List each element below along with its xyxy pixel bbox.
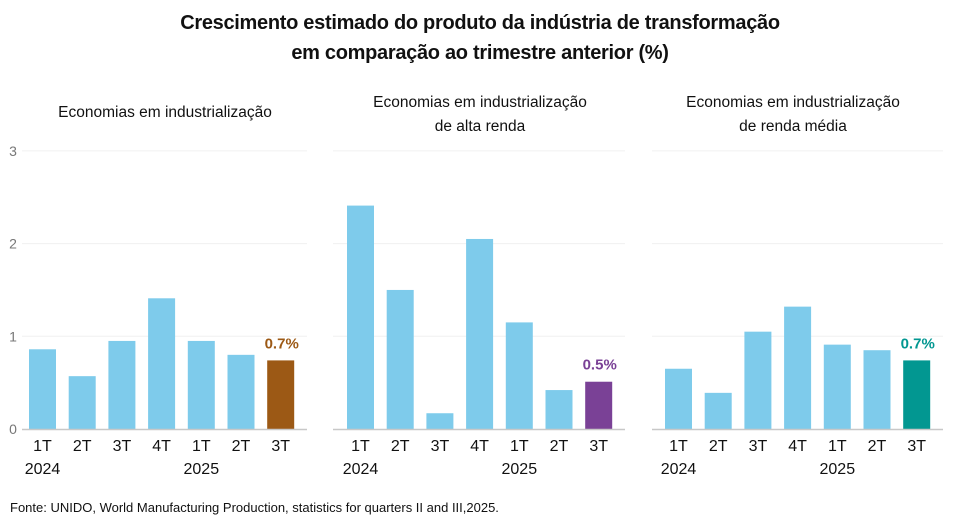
panel-3-subtitle-line-1: Economias em industrialização: [686, 94, 900, 111]
y-tick-label: 0: [9, 421, 17, 437]
panel-2-subtitle-line-1: Economias em industrialização: [373, 94, 587, 111]
x-year-label: 2024: [25, 461, 61, 478]
y-tick-label: 1: [9, 328, 17, 344]
x-tick-label: 4T: [470, 438, 489, 455]
x-year-label: 2025: [184, 461, 220, 478]
bar: [148, 298, 176, 429]
x-tick-label: 2T: [868, 438, 887, 455]
bar: [823, 344, 851, 429]
data-label: 0.7%: [901, 335, 935, 352]
x-tick-label: 3T: [431, 438, 450, 455]
bar-highlight: [585, 381, 613, 429]
x-tick-label: 1T: [33, 438, 52, 455]
bar: [29, 349, 56, 429]
x-tick-label: 4T: [152, 438, 171, 455]
data-label: 0.7%: [265, 335, 299, 352]
x-tick-label: 3T: [113, 438, 132, 455]
bar: [665, 368, 692, 429]
panel-2-subtitle: Economias em industrialização de alta re…: [325, 91, 635, 139]
x-tick-label: 2T: [232, 438, 251, 455]
bar: [347, 205, 374, 429]
x-tick-label: 4T: [788, 438, 807, 455]
chart-title: Crescimento estimado do produto da indús…: [0, 8, 960, 68]
bar: [863, 350, 891, 429]
bar: [744, 331, 772, 429]
data-label: 0.5%: [583, 357, 617, 374]
bar: [466, 238, 494, 429]
bar-highlight: [267, 360, 295, 429]
x-tick-label: 1T: [351, 438, 370, 455]
bar: [704, 392, 732, 429]
source-note: Fonte: UNIDO, World Manufacturing Produc…: [10, 500, 499, 515]
x-tick-label: 1T: [510, 438, 529, 455]
bar: [784, 306, 812, 429]
x-tick-label: 3T: [271, 438, 290, 455]
x-tick-label: 3T: [589, 438, 608, 455]
bar: [386, 289, 414, 429]
bar: [545, 390, 573, 429]
x-tick-label: 1T: [669, 438, 688, 455]
bar: [227, 354, 255, 429]
bar: [187, 340, 215, 429]
chart-title-line-2: em comparação ao trimestre anterior (%): [291, 42, 669, 64]
x-tick-label: 3T: [907, 438, 926, 455]
y-tick-label: 2: [9, 236, 17, 252]
panel-1-subtitle: Economias em industrialização: [10, 101, 320, 125]
y-tick-label: 3: [9, 143, 17, 159]
bar: [505, 322, 533, 429]
x-tick-label: 2T: [391, 438, 410, 455]
bar: [68, 376, 96, 429]
x-tick-label: 1T: [192, 438, 211, 455]
panel-3-subtitle-line-2: de renda média: [739, 118, 847, 135]
panel-1-subtitle-line-1: Economias em industrialização: [58, 104, 272, 121]
x-tick-label: 2T: [73, 438, 92, 455]
bar: [426, 413, 454, 429]
x-tick-label: 2T: [709, 438, 728, 455]
chart-title-line-1: Crescimento estimado do produto da indús…: [180, 12, 780, 34]
x-year-label: 2025: [502, 461, 538, 478]
bar-highlight: [903, 360, 931, 429]
panel-3-subtitle: Economias em industrialização de renda m…: [638, 91, 948, 139]
bar: [108, 340, 136, 429]
panel-2-subtitle-line-2: de alta renda: [434, 118, 526, 135]
x-tick-label: 1T: [828, 438, 847, 455]
x-tick-label: 3T: [749, 438, 768, 455]
x-tick-label: 2T: [550, 438, 569, 455]
x-year-label: 2024: [343, 461, 379, 478]
x-year-label: 2025: [820, 461, 856, 478]
x-year-label: 2024: [661, 461, 697, 478]
